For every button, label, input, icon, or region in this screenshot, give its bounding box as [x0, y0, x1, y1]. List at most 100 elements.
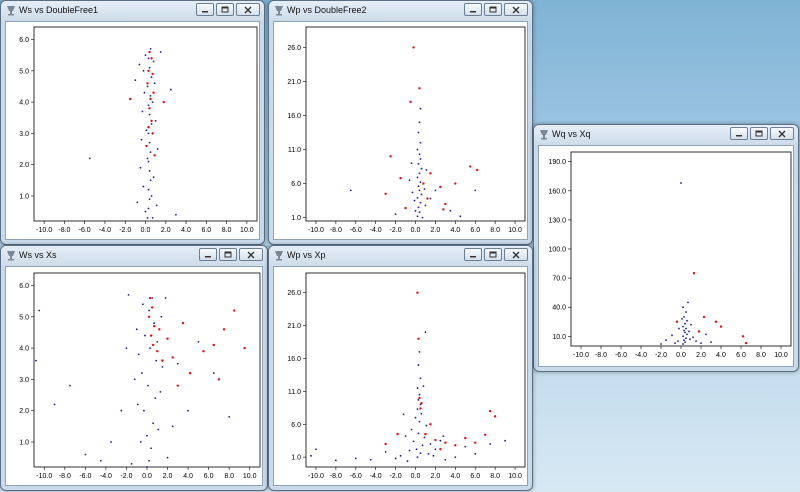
- highlighted-data-point: [409, 100, 412, 104]
- data-point: [416, 387, 419, 389]
- data-point: [147, 207, 150, 210]
- highlighted-data-point: [129, 97, 132, 101]
- data-point: [140, 138, 143, 141]
- x-tick-label: -2.0: [119, 227, 131, 234]
- data-point: [152, 60, 155, 63]
- y-tick-label: 16.0: [287, 356, 301, 363]
- highlighted-data-point: [233, 309, 236, 312]
- x-tick-label: -2.0: [390, 227, 402, 234]
- minimize-button[interactable]: [464, 3, 482, 16]
- chart-window-ws-vs-xs[interactable]: Ws vs Xs -10.0 -8.0 -6.0 -4.0 -2.0 0.0 2.0 4.0 6…: [0, 245, 268, 491]
- highlighted-data-point: [483, 433, 487, 436]
- x-tick-label: -4.0: [635, 352, 647, 359]
- maximize-button[interactable]: [219, 248, 237, 261]
- data-point: [88, 157, 91, 160]
- title-bar[interactable]: Wp vs DoubleFree2: [269, 1, 532, 21]
- highlighted-data-point: [488, 409, 492, 413]
- data-point: [152, 176, 155, 179]
- x-tick-label: -8.0: [330, 227, 342, 234]
- data-point: [187, 409, 189, 412]
- maximize-button[interactable]: [216, 3, 234, 16]
- data-point: [417, 206, 420, 209]
- data-point: [414, 209, 417, 212]
- data-point: [418, 420, 421, 423]
- close-button[interactable]: [770, 127, 794, 140]
- y-tick-label: 70.0: [552, 276, 566, 283]
- data-point: [147, 57, 150, 60]
- maximize-button[interactable]: [484, 3, 502, 16]
- highlighted-data-point: [469, 165, 472, 168]
- chart-window-wp-vs-doublefree2[interactable]: Wp vs DoubleFree2 -10.0 -8.0 -6.0 -4.0 -2.0 0…: [268, 0, 533, 245]
- x-tick-label: -2.0: [655, 352, 667, 359]
- data-point: [449, 209, 452, 212]
- chart-window-wq-vs-xq[interactable]: Wq vs Xq -10.0 -8.0 -6.0 -4.0 -2.0 0.0 2.0 4.0 6…: [533, 124, 799, 372]
- maximize-button[interactable]: [750, 127, 768, 140]
- chart-window-wp-vs-xp[interactable]: Wp vs Xp -10.0 -8.0 -6.0 -4.0 -2.0 0.0 2.0 4.0 6…: [268, 245, 533, 491]
- maximize-icon: [755, 130, 763, 137]
- scatter-plot: -10.0 -8.0 -6.0 -4.0 -2.0 0.0 2.0 4.0 6.0 8.0 10.0…: [19, 26, 258, 234]
- app-icon: [540, 130, 548, 140]
- data-point: [156, 148, 159, 150]
- data-point: [38, 309, 41, 312]
- x-tick-label: 6.0: [736, 352, 746, 359]
- x-tick-label: -4.0: [370, 473, 382, 480]
- x-tick-label: -4.0: [370, 227, 382, 234]
- title-bar[interactable]: Ws vs Xs: [1, 246, 267, 266]
- data-point: [411, 191, 414, 194]
- close-icon: [244, 6, 252, 13]
- highlighted-data-point: [147, 315, 151, 319]
- data-point: [660, 343, 662, 345]
- highlighted-data-point: [166, 337, 169, 340]
- data-point: [415, 448, 418, 451]
- data-point: [139, 441, 142, 443]
- data-point: [414, 416, 417, 419]
- x-tick-label: 2.0: [431, 227, 441, 234]
- chart-area: -10.0 -8.0 -6.0 -4.0 -2.0 0.0 2.0 4.0 6.0 8.0 10.0…: [273, 266, 528, 486]
- maximize-button[interactable]: [484, 248, 502, 261]
- highlighted-data-point: [171, 356, 174, 359]
- y-tick-label: 1.0: [291, 455, 301, 462]
- highlighted-data-point: [420, 402, 423, 405]
- close-button[interactable]: [504, 3, 528, 16]
- data-point: [420, 193, 423, 196]
- plot-frame: [305, 272, 526, 468]
- x-tick-label: -6.0: [79, 227, 91, 234]
- minimize-button[interactable]: [196, 3, 214, 16]
- close-button[interactable]: [239, 248, 263, 261]
- highlighted-data-point: [412, 46, 415, 49]
- minimize-icon: [205, 255, 211, 257]
- data-point: [197, 340, 200, 343]
- chart-window-ws-vs-doublefree1[interactable]: Ws vs DoubleFree1 -10.0 -8.0 -6.0 -4.0 -2.0 0…: [0, 0, 265, 245]
- data-point: [84, 453, 87, 456]
- data-point: [147, 132, 150, 135]
- data-point: [148, 141, 151, 144]
- title-bar[interactable]: Wq vs Xq: [534, 125, 798, 145]
- minimize-button[interactable]: [464, 248, 482, 261]
- close-button[interactable]: [504, 248, 528, 261]
- x-tick-label: -10.0: [36, 473, 52, 480]
- highlighted-data-point: [147, 69, 150, 73]
- x-tick-label: -8.0: [58, 227, 70, 234]
- data-point: [154, 119, 157, 122]
- title-bar[interactable]: Wp vs Xp: [269, 246, 532, 266]
- data-point: [136, 403, 139, 406]
- highlighted-data-point: [434, 438, 437, 442]
- minimize-button[interactable]: [199, 248, 217, 261]
- highlighted-data-point: [399, 176, 402, 180]
- y-tick-label: 3.0: [19, 377, 29, 384]
- data-point: [147, 104, 150, 107]
- title-bar[interactable]: Ws vs DoubleFree1: [1, 1, 264, 21]
- highlighted-data-point: [396, 432, 399, 436]
- highlighted-data-point: [418, 396, 421, 400]
- highlighted-data-point: [493, 415, 497, 418]
- close-button[interactable]: [236, 3, 260, 16]
- highlighted-data-point: [464, 436, 467, 440]
- data-point: [421, 444, 424, 447]
- x-tick-label: 2.0: [163, 473, 173, 480]
- data-point: [159, 51, 162, 53]
- data-point: [444, 458, 447, 461]
- highlighted-data-point: [151, 132, 154, 135]
- minimize-button[interactable]: [730, 127, 748, 140]
- highlighted-data-point: [243, 346, 246, 350]
- data-point: [142, 69, 145, 72]
